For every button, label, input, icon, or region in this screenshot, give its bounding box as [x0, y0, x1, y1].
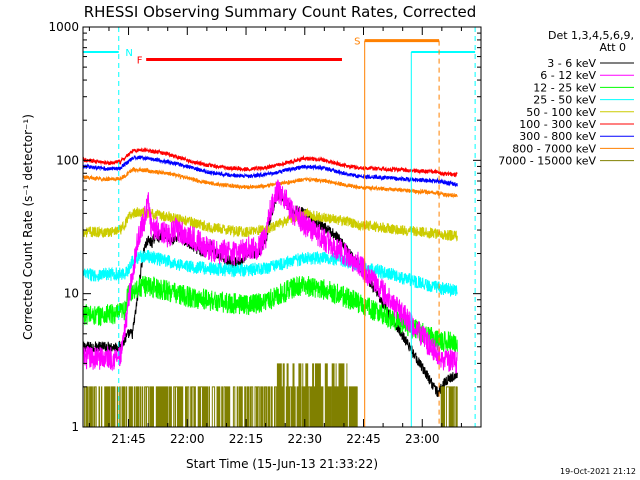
- series-line-3: [83, 249, 458, 297]
- chart-title: RHESSI Observing Summary Count Rates, Co…: [84, 3, 477, 21]
- x-tick-label-0: 21:45: [111, 432, 146, 446]
- legend-label-4: 50 - 100 keV: [526, 106, 596, 119]
- series-layer: [83, 146, 458, 427]
- x-tick-label-4: 22:45: [346, 432, 381, 446]
- legend-label-6: 300 - 800 keV: [519, 130, 596, 143]
- y-tick-label-1: 10: [64, 287, 79, 301]
- legend-label-1: 6 - 12 keV: [540, 69, 596, 82]
- flag-label-saa: S: [354, 37, 360, 48]
- series-line-6: [83, 155, 458, 188]
- plot-area: NF S 1 10 100 1000 21:45 22:00 22:15 22:30 22:45 2…: [48, 20, 482, 446]
- flag-label-night: N: [125, 48, 132, 59]
- series-line-7: [83, 166, 458, 199]
- plot-timestamp: 19-Oct-2021 21:12: [560, 467, 636, 476]
- legend-header-attenuator: Att 0: [600, 41, 626, 54]
- x-axis-label: Start Time (15-Jun-13 21:33:22): [186, 457, 378, 471]
- y-tick-label-2: 100: [56, 153, 79, 167]
- x-tick-label-2: 22:15: [229, 432, 264, 446]
- series-line-5: [83, 146, 458, 178]
- y-axis-label: Corrected Count Rate (s⁻¹ detector⁻¹): [21, 114, 35, 340]
- series-line-2: [83, 275, 458, 353]
- x-tick-label-5: 23:00: [405, 432, 440, 446]
- x-tick-label-1: 22:00: [170, 432, 205, 446]
- legend-header-detectors: Det 1,3,4,5,6,9,: [548, 29, 634, 42]
- flag-label-flare: F: [137, 56, 143, 67]
- legend-label-5: 100 - 300 keV: [519, 118, 596, 131]
- legend-label-3: 25 - 50 keV: [533, 94, 596, 107]
- legend-label-8: 7000 - 15000 keV: [498, 155, 596, 168]
- overlay-layer: NF S: [83, 27, 476, 427]
- plot-frame: [82, 26, 482, 428]
- series-line-8-peaks: [276, 363, 348, 427]
- axis-layer: 1 10 100 1000 21:45 22:00 22:15 22:30 22:45 23:00: [48, 20, 481, 446]
- legend-label-0: 3 - 6 keV: [547, 57, 596, 70]
- series-line-1: [83, 179, 458, 374]
- legend-label-7: 800 - 7000 keV: [512, 142, 596, 155]
- y-tick-label-0: 1: [71, 420, 79, 434]
- y-tick-label-3: 1000: [48, 20, 79, 34]
- x-tick-label-3: 22:30: [287, 432, 322, 446]
- series-line-8: [83, 386, 458, 427]
- legend-label-2: 12 - 25 keV: [533, 81, 596, 94]
